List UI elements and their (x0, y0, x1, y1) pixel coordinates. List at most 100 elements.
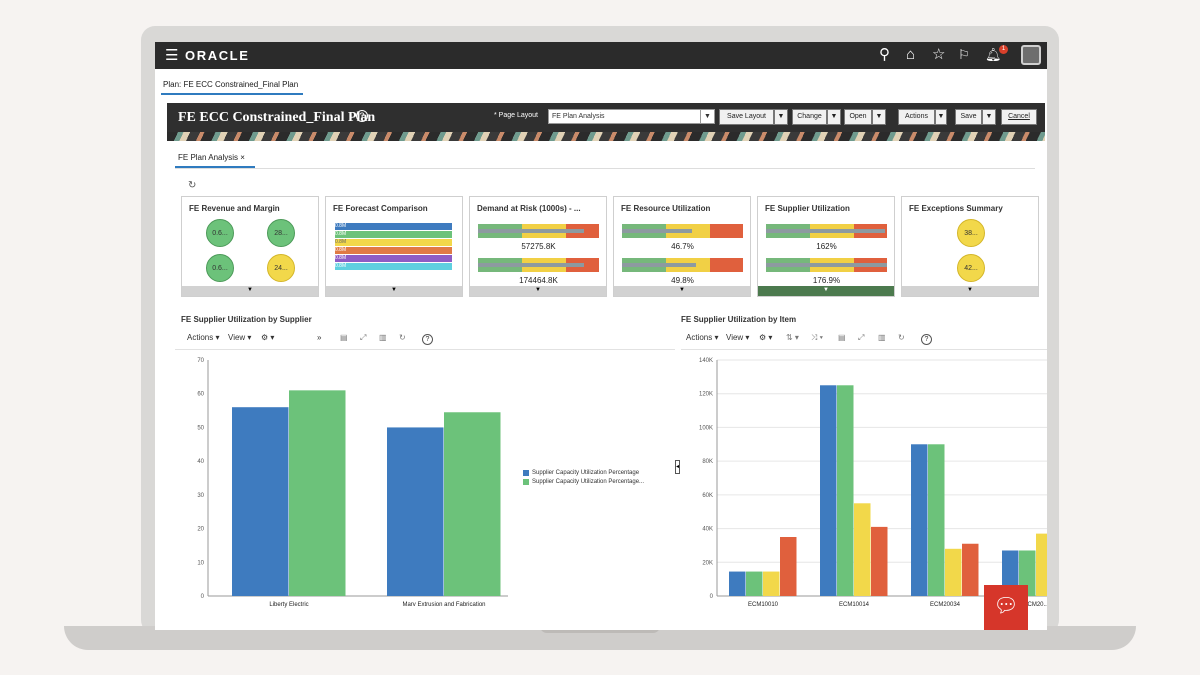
expand-icon[interactable]: ⤢ (360, 333, 367, 342)
gauge (478, 224, 599, 238)
breadcrumb-underline (161, 93, 303, 95)
actions-menu[interactable]: Actions ▾ (686, 333, 719, 342)
section-title: FE Supplier Utilization by Supplier (181, 315, 312, 324)
save-layout-button[interactable]: Save Layout (719, 109, 774, 125)
detach-icon[interactable]: ▥ (379, 333, 387, 342)
cancel-button[interactable]: Cancel (1001, 109, 1037, 125)
y-tick-label: 140K (699, 358, 713, 364)
refresh-icon[interactable]: ↻ (399, 333, 406, 342)
item-utilization-chart: 0 20K 40K 60K 80K 100K 120K 140K ECM10010 ECM1001… (699, 358, 1047, 608)
home-icon[interactable]: ⌂ (906, 46, 916, 63)
export-icon[interactable]: ▤ (340, 333, 348, 342)
tab-fe-plan-analysis[interactable]: FE Plan Analysis × (178, 153, 245, 162)
bar-value: 0.8M (335, 263, 347, 269)
actions-menu-button[interactable]: ▼ (935, 109, 947, 125)
gauge-value: 46.7% (671, 242, 694, 251)
bar (780, 537, 797, 596)
bar-value: 0.8M (335, 255, 347, 261)
forecast-bar: 0.8M (335, 263, 452, 270)
y-tick-label: 60K (702, 493, 713, 499)
help-icon[interactable]: ? (356, 110, 368, 122)
open-button[interactable]: Open (844, 109, 872, 125)
tile-expand[interactable]: ▼ (326, 286, 462, 296)
kpi-bubble: 24... (267, 254, 295, 282)
tile-expand[interactable]: ▼ (182, 286, 318, 296)
tile-title: FE Revenue and Margin (189, 204, 280, 213)
view-menu[interactable]: View ▾ (228, 333, 252, 342)
save-button[interactable]: Save (955, 109, 982, 125)
view-menu[interactable]: View ▾ (726, 333, 750, 342)
bar (911, 444, 928, 596)
chevron-down-icon[interactable]: ▼ (700, 110, 714, 123)
help-icon[interactable]: ? (921, 334, 932, 345)
bell-icon[interactable]: 🔔︎ (985, 47, 1002, 62)
tile-title: FE Exceptions Summary (909, 204, 1003, 213)
flag-icon[interactable]: ⚐ (958, 47, 970, 62)
hamburger-icon[interactable]: ☰ (165, 47, 179, 64)
gauge (622, 224, 743, 238)
bar (962, 543, 979, 596)
expand-icon[interactable]: ⤢ (858, 333, 865, 342)
export-icon[interactable]: ▤ (838, 333, 846, 342)
forecast-bar: 0.8M (335, 239, 452, 246)
page-layout-label: * Page Layout (494, 112, 538, 119)
forecast-bar: 0.8M (335, 255, 452, 262)
chevron-down-icon: ▼ (391, 287, 397, 293)
bar (387, 427, 444, 596)
tile-supplier-utilization[interactable]: FE Supplier Utilization 162% 176.9% ▼ (757, 196, 895, 297)
save-layout-menu-button[interactable]: ▼ (774, 109, 788, 125)
pivot-icon[interactable]: ⤨ ▾ (811, 333, 823, 342)
tab-label: FE Plan Analysis (178, 153, 239, 162)
page-layout-select[interactable]: FE Plan Analysis (548, 109, 715, 124)
save-menu-button[interactable]: ▼ (982, 109, 996, 125)
supplier-utilization-chart: 0 10 20 30 40 50 60 70 Liberty Electric Marv Extr… (197, 358, 508, 608)
tile-title: FE Forecast Comparison (333, 204, 428, 213)
detach-icon[interactable]: ▥ (878, 333, 886, 342)
star-icon[interactable]: ☆ (932, 46, 946, 63)
tile-expand[interactable]: ▼ (902, 286, 1038, 296)
x-tick-label: Liberty Electric (269, 602, 308, 608)
bar-value: 0.8M (335, 247, 347, 253)
y-tick-label: 30 (197, 493, 204, 499)
bar (871, 526, 888, 596)
close-icon[interactable]: × (240, 153, 245, 162)
tile-expand[interactable]: ▼ (758, 286, 894, 296)
tile-forecast-comparison[interactable]: FE Forecast Comparison 0.8M 0.8M 0.8M 0.… (325, 196, 463, 297)
change-button[interactable]: Change (792, 109, 827, 125)
open-menu-button[interactable]: ▼ (872, 109, 886, 125)
oracle-logo[interactable]: ORACLE (185, 48, 250, 63)
search-icon[interactable]: ⚲ (879, 46, 890, 63)
chevron-down-icon: ▼ (967, 287, 973, 293)
sort-icon[interactable]: ⇅ ▾ (786, 333, 799, 342)
tile-revenue-margin[interactable]: FE Revenue and Margin 0.6... 28... 0.6..… (181, 196, 319, 297)
panel-splitter[interactable]: ◂ (675, 460, 680, 474)
tile-expand[interactable]: ▼ (614, 286, 750, 296)
avatar[interactable] (1021, 45, 1041, 65)
forecast-bar: 0.8M (335, 223, 452, 230)
actions-menu[interactable]: Actions ▾ (187, 333, 220, 342)
gear-icon[interactable]: ⚙ ▾ (261, 333, 275, 342)
refresh-icon[interactable]: ↻ (898, 333, 905, 342)
change-menu-button[interactable]: ▼ (827, 109, 841, 125)
bar (837, 385, 854, 596)
gauge (622, 258, 743, 272)
app-screen: ☰ ORACLE ⚲ ⌂ ☆ ⚐ 🔔︎ 1 Plan: FE ECC Const… (155, 42, 1047, 630)
actions-button[interactable]: Actions (898, 109, 935, 125)
tile-exceptions-summary[interactable]: FE Exceptions Summary 38... 42... ▼ (901, 196, 1039, 297)
overflow-icon[interactable]: » (317, 333, 322, 342)
gear-icon[interactable]: ⚙ ▾ (759, 333, 773, 342)
chevron-down-icon: ▼ (535, 287, 541, 293)
refresh-icon[interactable]: ↻ (188, 180, 197, 191)
kpi-bubble: 42... (957, 254, 985, 282)
breadcrumb[interactable]: Plan: FE ECC Constrained_Final Plan (163, 80, 299, 89)
tile-demand-at-risk[interactable]: Demand at Risk (1000s) - ... 57275.8K 17… (469, 196, 607, 297)
decorative-banner (167, 132, 1045, 141)
x-tick-label: ECM10014 (839, 602, 870, 608)
tile-resource-utilization[interactable]: FE Resource Utilization 46.7% 49.8% ▼ (613, 196, 751, 297)
help-icon[interactable]: ? (422, 334, 433, 345)
tab-underline (175, 166, 255, 168)
tile-expand[interactable]: ▼ (470, 286, 606, 296)
forecast-bar: 0.8M (335, 231, 452, 238)
chat-icon[interactable]: 💬︎ (984, 585, 1028, 630)
x-tick-label: Marv Extrusion and Fabrication (402, 602, 485, 608)
